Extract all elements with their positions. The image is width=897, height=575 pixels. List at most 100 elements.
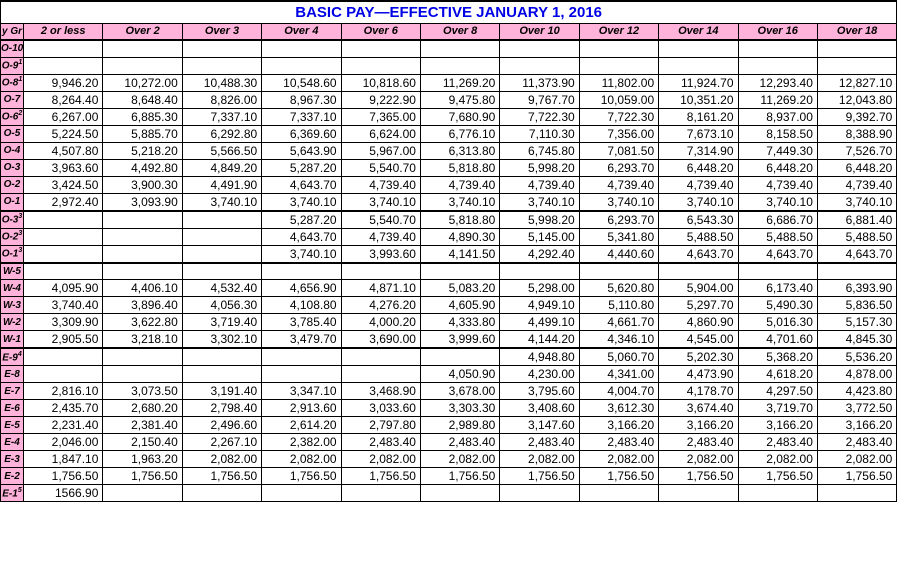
pay-cell: [182, 57, 261, 74]
pay-cell: 3,303.30: [420, 400, 499, 417]
pay-cell: [738, 263, 817, 280]
pay-cell: [341, 485, 420, 502]
pay-cell: [659, 485, 738, 502]
table-row: O-23,424.503,900.304,491.904,643.704,739…: [1, 176, 897, 193]
pay-cell: 5,224.50: [24, 125, 103, 142]
pay-cell: 3,479.70: [262, 331, 341, 349]
pay-cell: 4,346.10: [579, 331, 658, 349]
col-header: Over 4: [262, 23, 341, 40]
pay-cell: 7,449.30: [738, 142, 817, 159]
pay-cell: [103, 366, 182, 383]
pay-cell: 4,144.20: [500, 331, 579, 349]
pay-cell: 6,173.40: [738, 280, 817, 297]
pay-cell: 2,231.40: [24, 417, 103, 434]
pay-cell: [262, 366, 341, 383]
pay-cell: 3,719.40: [182, 314, 261, 331]
pay-cell: 2,082.00: [738, 451, 817, 468]
table-row: E-72,816.103,073.503,191.403,347.103,468…: [1, 383, 897, 400]
pay-cell: 8,648.40: [103, 91, 182, 108]
pay-cell: [103, 245, 182, 263]
pay-cell: 2,797.80: [341, 417, 420, 434]
pay-cell: 3,218.10: [103, 331, 182, 349]
pay-cell: [103, 228, 182, 245]
pay-cell: 10,548.60: [262, 74, 341, 91]
pay-cell: 11,269.20: [420, 74, 499, 91]
pay-cell: 2,989.80: [420, 417, 499, 434]
pay-cell: 9,392.70: [817, 108, 896, 125]
table-title: BASIC PAY—EFFECTIVE JANUARY 1, 2016: [1, 1, 897, 23]
pay-cell: 7,673.10: [659, 125, 738, 142]
pay-cell: 7,680.90: [420, 108, 499, 125]
pay-cell: 2,680.20: [103, 400, 182, 417]
pay-cell: 6,686.70: [738, 211, 817, 229]
grade-cell: O-1: [1, 193, 24, 211]
pay-cell: 5,488.50: [817, 228, 896, 245]
grade-cell: W-2: [1, 314, 24, 331]
pay-cell: 4,643.70: [262, 176, 341, 193]
pay-cell: [182, 366, 261, 383]
pay-cell: 2,382.00: [262, 434, 341, 451]
col-header: Over 10: [500, 23, 579, 40]
pay-cell: 11,802.00: [579, 74, 658, 91]
pay-cell: [182, 245, 261, 263]
pay-cell: 6,448.20: [817, 159, 896, 176]
pay-cell: [817, 263, 896, 280]
pay-cell: [182, 228, 261, 245]
pay-cell: 3,785.40: [262, 314, 341, 331]
pay-cell: 1,756.50: [341, 468, 420, 485]
grade-cell: W-5: [1, 263, 24, 280]
table-row: O-819,946.2010,272.0010,488.3010,548.601…: [1, 74, 897, 91]
pay-cell: 5,297.70: [659, 297, 738, 314]
pay-cell: 1,756.50: [659, 468, 738, 485]
pay-cell: [738, 485, 817, 502]
pay-cell: 2,972.40: [24, 193, 103, 211]
pay-cell: 4,333.80: [420, 314, 499, 331]
pay-cell: 4,276.20: [341, 297, 420, 314]
pay-cell: 1,756.50: [182, 468, 261, 485]
col-header: Over 16: [738, 23, 817, 40]
pay-cell: 4,108.80: [262, 297, 341, 314]
pay-cell: 7,110.30: [500, 125, 579, 142]
table-row: O-55,224.505,885.706,292.806,369.606,624…: [1, 125, 897, 142]
pay-cell: 6,543.30: [659, 211, 738, 229]
pay-cell: [738, 40, 817, 57]
pay-cell: 4,643.70: [738, 245, 817, 263]
pay-cell: 3,963.60: [24, 159, 103, 176]
pay-cell: 8,264.40: [24, 91, 103, 108]
pay-cell: 8,967.30: [262, 91, 341, 108]
pay-cell: 5,818.80: [420, 159, 499, 176]
pay-cell: 4,230.00: [500, 366, 579, 383]
pay-cell: 4,618.20: [738, 366, 817, 383]
pay-cell: 6,448.20: [738, 159, 817, 176]
pay-cell: 5,287.20: [262, 211, 341, 229]
pay-cell: [659, 40, 738, 57]
pay-cell: 5,488.50: [659, 228, 738, 245]
pay-cell: 6,313.80: [420, 142, 499, 159]
pay-cell: 3,408.60: [500, 400, 579, 417]
pay-cell: 2,483.40: [420, 434, 499, 451]
grade-cell: W-3: [1, 297, 24, 314]
pay-cell: 1566.90: [24, 485, 103, 502]
grade-cell: W-1: [1, 331, 24, 349]
pay-cell: [341, 40, 420, 57]
pay-cell: [420, 348, 499, 366]
pay-cell: [182, 485, 261, 502]
pay-cell: 6,393.90: [817, 280, 896, 297]
pay-cell: 2,913.60: [262, 400, 341, 417]
pay-cell: [262, 485, 341, 502]
pay-cell: 3,719.70: [738, 400, 817, 417]
column-header-row: y Gr2 or lessOver 2Over 3Over 4Over 6Ove…: [1, 23, 897, 40]
pay-cell: 3,896.40: [103, 297, 182, 314]
pay-cell: 5,885.70: [103, 125, 182, 142]
grade-cell: O-62: [1, 108, 24, 125]
pay-cell: [341, 57, 420, 74]
pay-cell: [579, 40, 658, 57]
pay-cell: 10,818.60: [341, 74, 420, 91]
pay-cell: [341, 366, 420, 383]
pay-cell: 1,756.50: [817, 468, 896, 485]
pay-cell: 4,605.90: [420, 297, 499, 314]
pay-cell: 5,016.30: [738, 314, 817, 331]
pay-cell: 4,492.80: [103, 159, 182, 176]
pay-cell: 3,093.90: [103, 193, 182, 211]
pay-cell: 7,337.10: [262, 108, 341, 125]
